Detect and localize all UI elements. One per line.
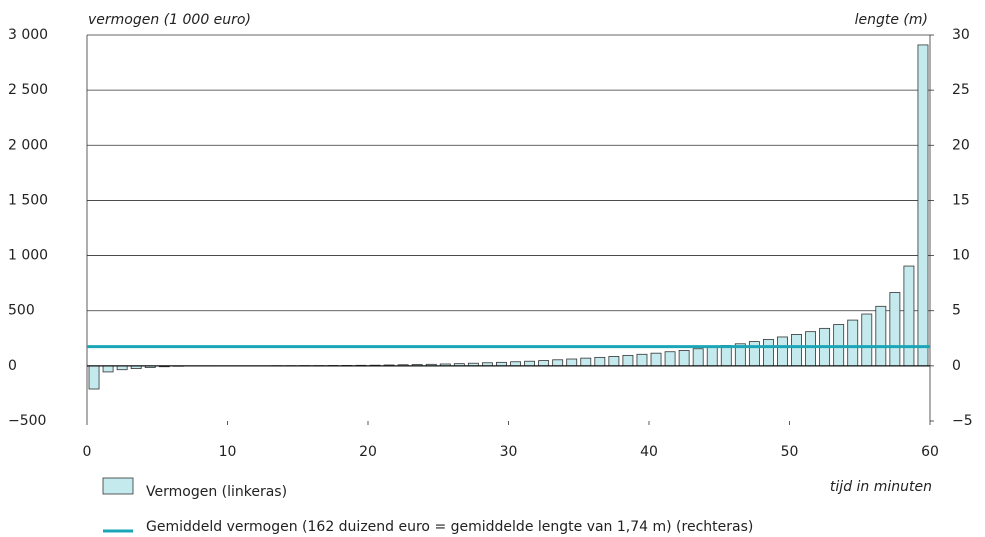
y-tick-label: −500	[8, 413, 46, 429]
bar	[622, 354, 634, 367]
bar	[102, 365, 114, 373]
x-tick-label: 60	[921, 444, 939, 460]
legend-swatch	[102, 477, 134, 495]
bar	[763, 338, 774, 367]
y-tick-label: 1 500	[8, 192, 48, 208]
legend-label: Vermogen (linkeras)	[146, 484, 287, 500]
y2-tick-label: −5	[952, 413, 973, 429]
bar	[889, 292, 901, 367]
x-tick-label: 50	[781, 444, 799, 460]
x-axis-label: tijd in minuten	[830, 479, 932, 495]
bar	[791, 334, 802, 367]
y2-tick-label: 0	[952, 358, 961, 374]
bar	[524, 360, 535, 367]
bar	[692, 348, 704, 367]
y-tick-label: 0	[8, 358, 17, 374]
y2-tick-label: 30	[952, 27, 970, 43]
y2-axis-label: lengte (m)	[855, 12, 928, 28]
bar	[917, 44, 929, 367]
bar	[805, 331, 816, 367]
bar	[580, 357, 592, 367]
bar	[594, 356, 606, 367]
bar	[847, 319, 859, 367]
y-tick-label: 3 000	[8, 27, 48, 43]
y-tick-label: 500	[8, 303, 35, 319]
x-tick-label: 40	[640, 444, 658, 460]
bar	[861, 313, 873, 367]
legend-label: Gemiddeld vermogen (162 duizend euro = g…	[146, 519, 753, 535]
bar	[552, 359, 564, 367]
x-tick-label: 30	[500, 444, 518, 460]
bar	[510, 361, 521, 367]
bar	[706, 346, 718, 367]
x-tick-label: 10	[219, 444, 237, 460]
y2-tick-label: 5	[952, 303, 961, 319]
y2-tick-label: 10	[952, 248, 970, 264]
bar	[566, 358, 578, 367]
bar	[538, 360, 550, 367]
y-tick-label: 2 500	[8, 82, 48, 98]
y-tick-label: 2 000	[8, 137, 48, 153]
y2-tick-label: 20	[952, 137, 970, 153]
bar	[636, 353, 648, 367]
x-tick-label: 20	[359, 444, 377, 460]
bar	[875, 305, 887, 367]
bar	[720, 345, 732, 367]
y-tick-label: 1 000	[8, 248, 48, 264]
bar	[678, 350, 690, 367]
bar	[88, 365, 100, 390]
y2-tick-label: 15	[952, 192, 970, 208]
bar	[903, 265, 915, 367]
bar	[664, 351, 676, 367]
bar	[650, 352, 662, 367]
y2-tick-label: 25	[952, 82, 970, 98]
bar	[777, 336, 788, 367]
y-axis-label: vermogen (1 000 euro)	[88, 12, 251, 28]
x-tick-label: 0	[83, 444, 92, 460]
bar	[608, 356, 620, 367]
